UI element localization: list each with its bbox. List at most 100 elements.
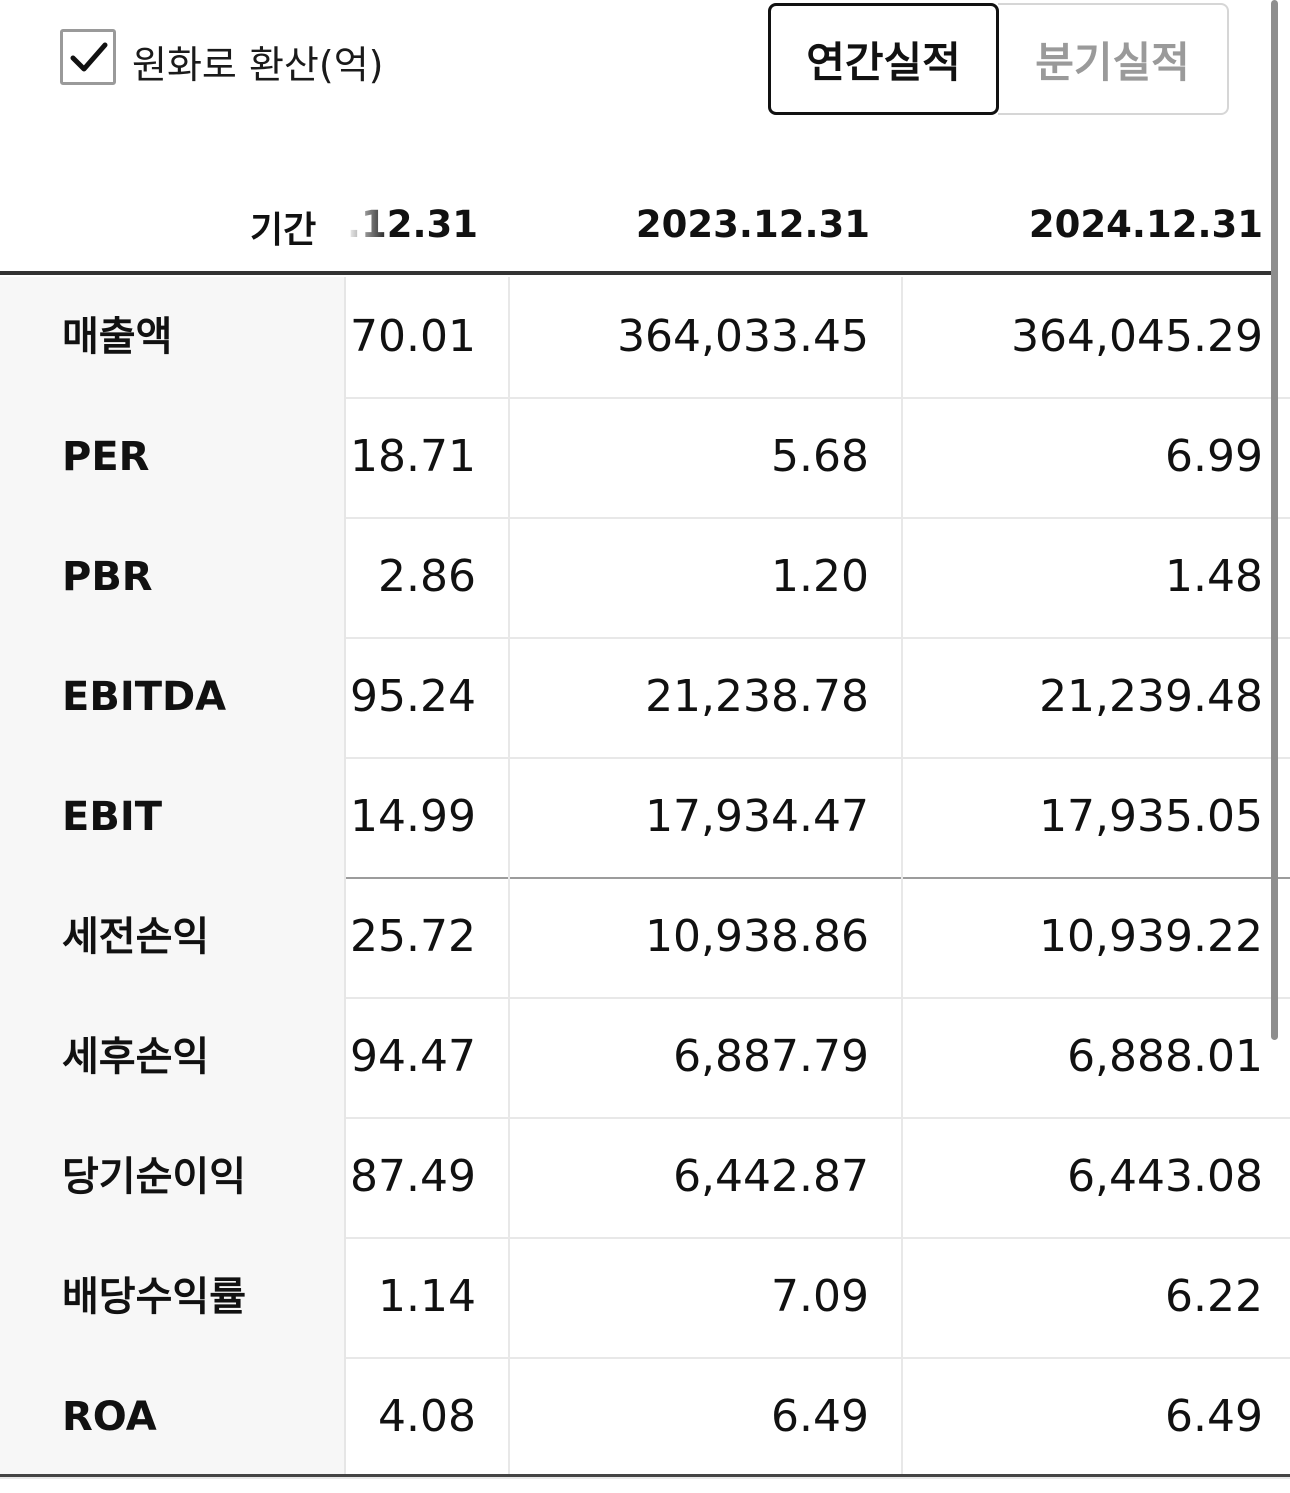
cell-value: 570.01	[348, 311, 476, 362]
tab-quarterly[interactable]: 분기실적	[998, 3, 1229, 115]
cell-value: 6.49	[771, 1391, 869, 1442]
column-header-3: 2024.12.31	[1028, 203, 1263, 246]
cell-col-2: 6,442.87	[510, 1117, 903, 1237]
row-label-cell: ROA	[0, 1357, 346, 1477]
row-label: PBR	[62, 554, 153, 600]
row-divider	[0, 877, 1290, 879]
cell-value: 21,238.78	[645, 671, 869, 722]
table-row: EBIT 114.99 17,934.47 17,935.05	[0, 757, 1290, 879]
row-label: 당기순이익	[62, 1154, 246, 1200]
cell-value: 364,045.29	[1011, 311, 1263, 362]
table-row: 세전손익 125.72 10,938.86 10,939.22	[0, 877, 1290, 999]
cell-value: 6.49	[1165, 1391, 1263, 1442]
table-bottom-border	[0, 1474, 1290, 1477]
row-label-cell: 매출액	[0, 277, 346, 397]
krw-convert-label[interactable]: 원화로 환산(억)	[132, 43, 384, 87]
row-label-cell: EBITDA	[0, 637, 346, 757]
cell-value: 17,935.05	[1039, 791, 1263, 842]
cell-col-3: 1.48	[903, 517, 1278, 637]
cell-col-3: 6.22	[903, 1237, 1278, 1357]
cell-col-3: 364,045.29	[903, 277, 1278, 397]
krw-convert-checkbox[interactable]	[60, 29, 116, 85]
row-label: ROA	[62, 1394, 157, 1440]
cell-value: 10,938.86	[645, 911, 869, 962]
row-label: EBITDA	[62, 674, 227, 720]
cell-value: 6,442.87	[673, 1151, 869, 1202]
cell-col-2: 364,033.45	[510, 277, 903, 397]
cell-col-3: 10,939.22	[903, 877, 1278, 997]
cell-value: 6,443.08	[1067, 1151, 1263, 1202]
cell-col-1: 125.72	[348, 877, 510, 997]
cell-col-2: 17,934.47	[510, 757, 903, 877]
row-label: 세전손익	[62, 914, 210, 960]
tab-annual[interactable]: 연간실적	[768, 3, 999, 115]
table-row: ROA 4.08 6.49 6.49	[0, 1357, 1290, 1479]
row-label-cell: 당기순이익	[0, 1117, 346, 1237]
cell-value: 7.09	[771, 1271, 869, 1322]
cell-value: 125.72	[348, 911, 476, 962]
cell-col-3: 21,239.48	[903, 637, 1278, 757]
table-row: 세후손익 94.47 6,887.79 6,888.01	[0, 997, 1290, 1119]
table-row: PER 18.71 5.68 6.99	[0, 397, 1290, 519]
cell-col-2: 7.09	[510, 1237, 903, 1357]
cell-col-2: 1.20	[510, 517, 903, 637]
cell-col-1: 18.71	[348, 397, 510, 517]
row-label: 매출액	[62, 314, 173, 360]
vertical-scrollbar[interactable]	[1271, 0, 1278, 1040]
cell-value: 95.24	[350, 671, 476, 722]
table-row: EBITDA 95.24 21,238.78 21,239.48	[0, 637, 1290, 759]
cell-value: 364,033.45	[617, 311, 869, 362]
row-label-cell: EBIT	[0, 757, 346, 877]
cell-col-2: 5.68	[510, 397, 903, 517]
cell-col-3: 6.99	[903, 397, 1278, 517]
cell-value: 087.49	[348, 1151, 476, 1202]
column-header-2: 2023.12.31	[635, 203, 870, 246]
table-row: PBR 2.86 1.20 1.48	[0, 517, 1290, 639]
row-label: EBIT	[62, 794, 162, 840]
row-divider	[0, 1477, 1290, 1479]
row-divider	[0, 1237, 1290, 1239]
row-label-cell: PBR	[0, 517, 346, 637]
cell-col-1: 570.01	[348, 277, 510, 397]
cell-col-3: 17,935.05	[903, 757, 1278, 877]
table-row: 당기순이익 087.49 6,442.87 6,443.08	[0, 1117, 1290, 1239]
row-divider	[0, 1357, 1290, 1359]
cell-value: 4.08	[378, 1391, 476, 1442]
row-divider	[0, 757, 1290, 759]
header-divider	[0, 271, 1278, 275]
cell-value: 114.99	[348, 791, 476, 842]
row-label-cell: 세후손익	[0, 997, 346, 1117]
cell-col-1: 94.47	[348, 997, 510, 1117]
cell-col-3: 6,443.08	[903, 1117, 1278, 1237]
table-row: 배당수익률 1.14 7.09 6.22	[0, 1237, 1290, 1359]
period-header: 기간	[250, 210, 317, 251]
row-label-cell: PER	[0, 397, 346, 517]
cell-value: 1.48	[1165, 551, 1263, 602]
cell-value: 6.99	[1165, 431, 1263, 482]
row-divider	[0, 397, 1290, 399]
row-label: 세후손익	[62, 1034, 210, 1080]
cell-col-2: 6,887.79	[510, 997, 903, 1117]
cell-col-1: 4.08	[348, 1357, 510, 1477]
cell-value: 1.20	[771, 551, 869, 602]
cell-col-1: 1.14	[348, 1237, 510, 1357]
row-divider	[0, 517, 1290, 519]
row-label-cell: 세전손익	[0, 877, 346, 997]
cell-value: 6,888.01	[1067, 1031, 1263, 1082]
cell-value: 6,887.79	[673, 1031, 869, 1082]
row-label-cell: 배당수익률	[0, 1237, 346, 1357]
cell-col-1: 2.86	[348, 517, 510, 637]
table-row: 매출액 570.01 364,033.45 364,045.29	[0, 277, 1290, 399]
cell-value: 94.47	[350, 1031, 476, 1082]
cell-value: 18.71	[350, 431, 476, 482]
cell-col-1: 087.49	[348, 1117, 510, 1237]
cell-col-2: 10,938.86	[510, 877, 903, 997]
cell-value: 17,934.47	[645, 791, 869, 842]
cell-value: 5.68	[771, 431, 869, 482]
cell-value: 2.86	[378, 551, 476, 602]
checkmark-icon	[70, 42, 108, 72]
cell-value: 1.14	[378, 1271, 476, 1322]
cell-col-3: 6,888.01	[903, 997, 1278, 1117]
cell-value: 10,939.22	[1039, 911, 1263, 962]
cell-col-2: 6.49	[510, 1357, 903, 1477]
